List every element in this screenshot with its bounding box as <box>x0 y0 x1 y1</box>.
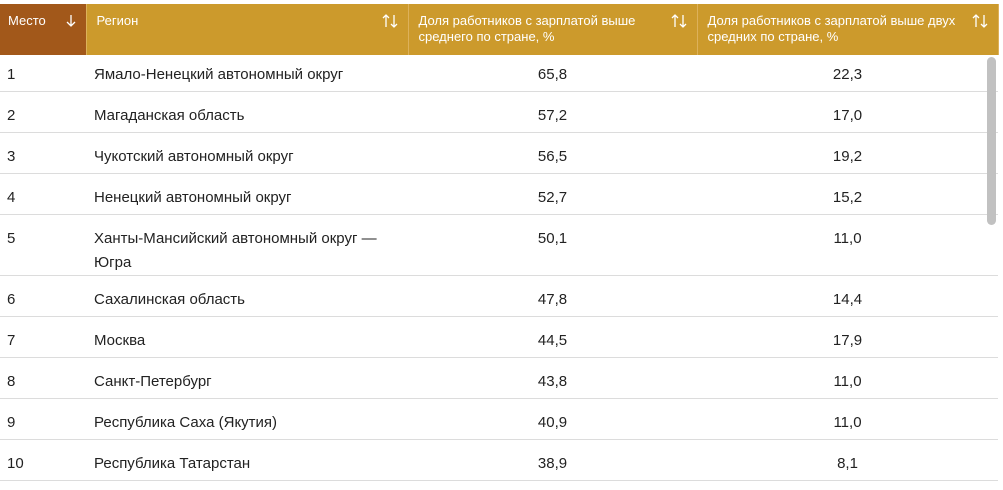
rank-cell: 5 <box>0 214 86 276</box>
region-cell: Ханты-Мансийский автономный округ — Югра <box>86 214 408 276</box>
value-cell: 8,1 <box>697 439 998 481</box>
value-cell: 44,5 <box>408 316 697 358</box>
data-table: Место Регион Доля работников с зарплатой… <box>0 4 999 481</box>
table-body: 1 Ямало-Ненецкий автономный округ 65,8 22,3… <box>0 55 998 481</box>
value-cell: 43,8 <box>408 357 697 399</box>
value-cell: 11,0 <box>697 398 998 440</box>
value-cell: 50,1 <box>408 214 697 276</box>
header-text: Регион <box>96 13 139 28</box>
region-cell: Республика Саха (Якутия) <box>86 398 408 440</box>
header-text: Место <box>8 13 46 28</box>
sort-icon <box>972 14 987 28</box>
value-cell: 47,8 <box>408 275 697 317</box>
region-cell: Чукотский автономный округ <box>86 132 408 174</box>
scrollbar-thumb[interactable] <box>987 57 996 225</box>
value-cell: 38,9 <box>408 439 697 481</box>
value-cell: 19,2 <box>697 132 998 174</box>
value-cell: 57,2 <box>408 91 697 133</box>
header-text: Доля работников с зарплатой выше двух ср… <box>707 13 956 44</box>
rank-cell: 6 <box>0 275 86 317</box>
rank-cell: 7 <box>0 316 86 358</box>
value-cell: 14,4 <box>697 275 998 317</box>
value-cell: 11,0 <box>697 357 998 399</box>
table-row: 5 Ханты-Мансийский автономный округ — Югр… <box>0 214 998 276</box>
region-cell: Магаданская область <box>86 91 408 133</box>
sort-header[interactable]: Доля работников с зарплатой выше двух ср… <box>697 4 999 55</box>
rank-cell: 4 <box>0 173 86 215</box>
region-cell: Ненецкий автономный округ <box>86 173 408 215</box>
region-cell: Москва <box>86 316 408 358</box>
rank-cell: 2 <box>0 91 86 133</box>
table-header: Место Регион Доля работников с зарплатой… <box>0 4 999 55</box>
value-cell: 11,0 <box>697 214 998 276</box>
rank-cell: 1 <box>0 55 86 92</box>
header-text: Доля работников с зарплатой выше среднег… <box>418 13 636 44</box>
sort-header[interactable]: Место <box>0 4 87 55</box>
table-row: 3 Чукотский автономный округ 56,5 19,2 <box>0 132 998 174</box>
table-row: 10 Республика Татарстан 38,9 8,1 <box>0 439 998 481</box>
value-cell: 65,8 <box>408 55 697 92</box>
table-row: 9 Республика Саха (Якутия) 40,9 11,0 <box>0 398 998 440</box>
value-cell: 52,7 <box>408 173 697 215</box>
table-row: 1 Ямало-Ненецкий автономный округ 65,8 22,3 <box>0 55 998 92</box>
rank-cell: 9 <box>0 398 86 440</box>
table-row: 4 Ненецкий автономный округ 52,7 15,2 <box>0 173 998 215</box>
rank-cell: 8 <box>0 357 86 399</box>
sort-icon <box>671 14 686 28</box>
table-row: 7 Москва 44,5 17,9 <box>0 316 998 358</box>
value-cell: 40,9 <box>408 398 697 440</box>
rank-cell: 10 <box>0 439 86 481</box>
region-cell: Санкт-Петербург <box>86 357 408 399</box>
value-cell: 22,3 <box>697 55 998 92</box>
sort-header[interactable]: Доля работников с зарплатой выше среднег… <box>408 4 698 55</box>
value-cell: 56,5 <box>408 132 697 174</box>
sort-icon <box>382 14 397 28</box>
table-row: 6 Сахалинская область 47,8 14,4 <box>0 275 998 317</box>
table-row: 8 Санкт-Петербург 43,8 11,0 <box>0 357 998 399</box>
sort-icon <box>66 15 75 27</box>
value-cell: 17,9 <box>697 316 998 358</box>
region-cell: Республика Татарстан <box>86 439 408 481</box>
table-row: 2 Магаданская область 57,2 17,0 <box>0 91 998 133</box>
region-cell: Сахалинская область <box>86 275 408 317</box>
sort-header[interactable]: Регион <box>86 4 409 55</box>
region-cell: Ямало-Ненецкий автономный округ <box>86 55 408 92</box>
value-cell: 17,0 <box>697 91 998 133</box>
rank-cell: 3 <box>0 132 86 174</box>
value-cell: 15,2 <box>697 173 998 215</box>
